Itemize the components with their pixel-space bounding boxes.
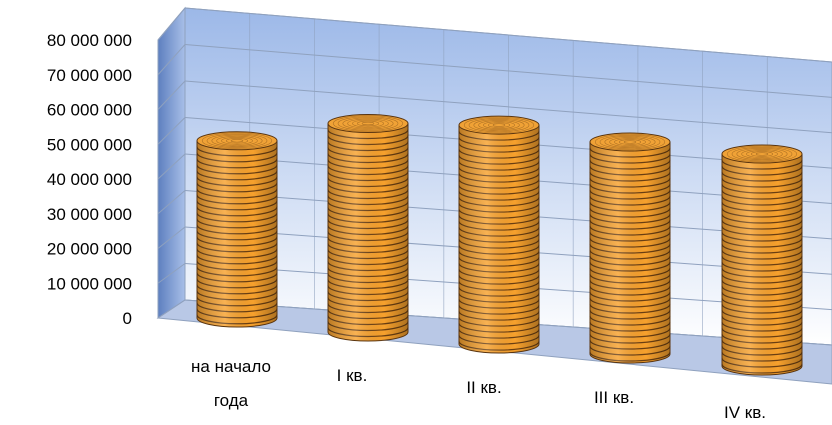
bar-top-ring — [618, 139, 642, 145]
bar-top-ring — [463, 116, 535, 134]
bar-top-ring — [750, 151, 774, 157]
bar-top — [589, 132, 671, 152]
bar-top-ring — [473, 119, 525, 132]
y-tick-label: 60 000 000 — [47, 101, 132, 120]
category-label: I кв. — [337, 366, 368, 385]
bar-shade — [722, 154, 802, 375]
bar-top-ring — [604, 136, 656, 148]
side-gridline — [157, 153, 186, 180]
side-gridline — [157, 226, 186, 249]
side-gridline — [157, 117, 186, 145]
category-label: на начало — [191, 357, 271, 376]
bar-top-ring — [623, 140, 637, 144]
bar-outline — [589, 142, 671, 364]
bar-top-ring — [347, 118, 389, 129]
bar-top-ring — [206, 133, 268, 148]
bar-outline — [721, 154, 803, 376]
bar-shade — [590, 142, 670, 363]
category-label: года — [214, 391, 249, 410]
bar-top-ring — [731, 146, 793, 162]
bar-top-ring — [741, 149, 783, 159]
bar-top-ring — [746, 150, 778, 158]
category-label: III кв. — [594, 388, 634, 407]
bar-top — [327, 114, 409, 133]
side-gridline — [157, 263, 186, 284]
side-gridline — [157, 190, 186, 215]
side-wall — [157, 6, 186, 319]
y-tick-label: 20 000 000 — [47, 240, 132, 259]
bar-shade — [459, 125, 539, 353]
bar-top-ring — [361, 121, 375, 126]
side-gridline — [157, 44, 186, 76]
bar-top-ring — [726, 145, 798, 163]
bar-top-ring — [221, 136, 253, 145]
bar-top-ring — [225, 138, 249, 144]
bar-top-ring — [230, 139, 244, 143]
bar-top-ring — [211, 134, 263, 147]
bar-top-ring — [483, 121, 515, 129]
bar-top-ring — [599, 134, 661, 150]
bar-outline — [196, 140, 278, 328]
bar-top-ring — [487, 122, 511, 128]
category-label: IV кв. — [724, 403, 766, 422]
category-label: II кв. — [466, 378, 501, 397]
y-tick-label: 50 000 000 — [47, 135, 132, 154]
bar — [721, 144, 803, 376]
bar-top — [721, 144, 803, 164]
bar — [196, 131, 278, 328]
bar-top-ring — [332, 115, 404, 132]
bar-top-ring — [342, 117, 394, 130]
bar-top-ring — [356, 120, 380, 127]
y-tick-label: 70 000 000 — [47, 66, 132, 85]
y-tick-label: 40 000 000 — [47, 170, 132, 189]
bar-top-ring — [609, 137, 651, 147]
side-gridline — [157, 80, 186, 110]
bar-outline — [327, 123, 409, 342]
bar-top-ring — [201, 132, 273, 149]
bar — [458, 115, 540, 354]
bar-top — [196, 131, 278, 151]
bar-top-ring — [478, 120, 520, 130]
y-tick-label: 0 — [123, 309, 132, 328]
y-tick-label: 80 000 000 — [47, 31, 132, 50]
bar-top-ring — [352, 119, 384, 128]
bar-top-ring — [736, 148, 788, 160]
bar-top-ring — [492, 123, 506, 127]
bar-top-ring — [216, 135, 258, 146]
side-gridline — [157, 299, 186, 319]
bar-top-ring — [468, 118, 530, 133]
side-gridline — [157, 7, 186, 41]
bar-top-ring — [337, 116, 399, 131]
bar-top-ring — [594, 133, 666, 151]
y-tick-label: 30 000 000 — [47, 205, 132, 224]
bar-outline — [458, 125, 540, 354]
bar-top-ring — [755, 152, 769, 156]
bar — [327, 114, 409, 342]
bar-shade — [197, 140, 277, 327]
bar-shade — [328, 123, 408, 341]
bar-top-ring — [614, 138, 646, 146]
bar — [589, 132, 671, 364]
bar-top — [458, 115, 540, 135]
y-tick-label: 10 000 000 — [47, 274, 132, 293]
